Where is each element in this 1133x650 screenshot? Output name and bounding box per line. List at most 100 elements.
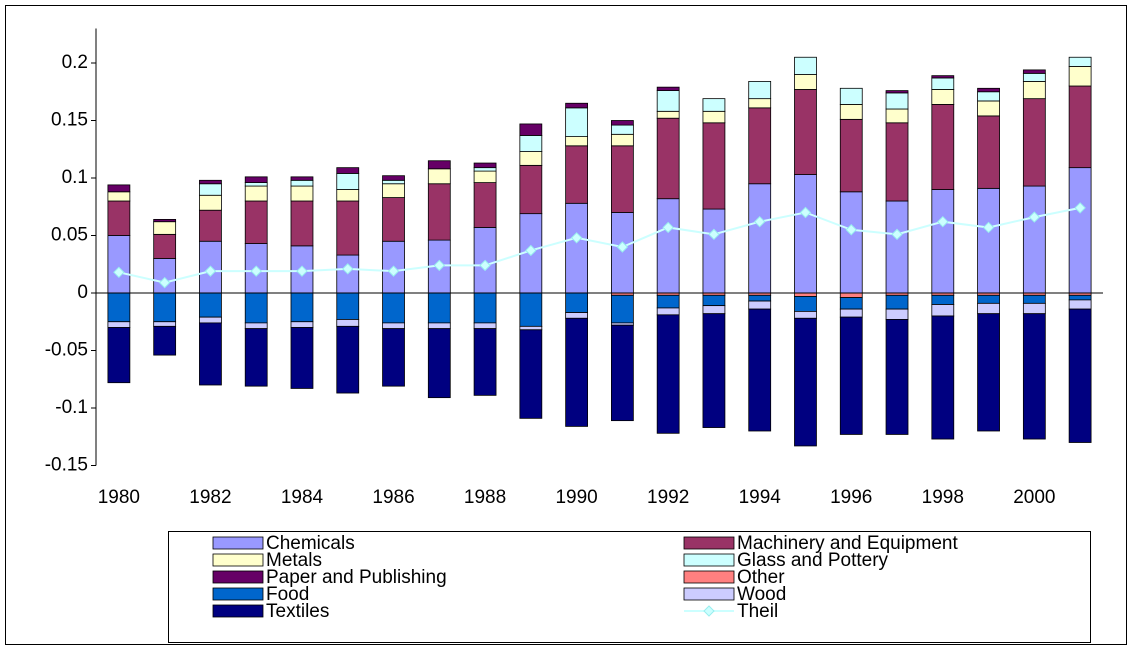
bar-segment [290, 200, 314, 247]
bar-segment [290, 292, 314, 323]
bar-segment [473, 328, 497, 396]
bar-segment [473, 167, 497, 172]
bar-segment [885, 92, 909, 110]
bar-segment [931, 315, 955, 440]
bar-segment [885, 294, 909, 310]
bar-segment [336, 292, 360, 320]
bar-segment [931, 89, 955, 105]
bar-segment [153, 325, 177, 356]
line-marker [662, 221, 674, 234]
legend-label: Metals [266, 550, 322, 571]
line-marker [525, 244, 537, 257]
y-tick-label: 0 [77, 282, 88, 303]
line-marker [158, 276, 171, 289]
bar-segment [519, 292, 543, 327]
bar-segment [611, 324, 634, 422]
bar-segment [290, 327, 314, 389]
x-tick-label: 1992 [647, 487, 689, 508]
bar-segment [107, 184, 131, 193]
bar-segment [611, 294, 634, 324]
bar-segment [519, 151, 543, 166]
bar-segment [702, 305, 726, 315]
bar-segment [885, 122, 909, 202]
bar-segment [839, 191, 863, 294]
bar-segment [290, 176, 314, 181]
line-marker [1028, 211, 1041, 223]
bar-segment [794, 74, 817, 90]
bar-segment [794, 89, 817, 175]
line-marker [387, 265, 400, 277]
bar-segment [1068, 167, 1092, 294]
x-tick-label: 1988 [464, 487, 506, 508]
bar-segment [702, 122, 726, 210]
bar-segment [290, 185, 314, 202]
bar-segment [153, 233, 177, 259]
bar-segment [565, 102, 588, 109]
bar-segment [977, 87, 1000, 93]
bar-segment [931, 104, 955, 190]
bar-segment [519, 325, 543, 331]
bar-segment [382, 197, 405, 242]
bar-segment [794, 174, 817, 294]
bar-segment [107, 327, 131, 384]
x-tick-label: 1980 [98, 487, 140, 508]
bar-segment [977, 91, 1000, 102]
legend-label: Theil [737, 601, 778, 622]
legend-swatch [212, 587, 264, 601]
legend-label: Textiles [266, 601, 329, 622]
bar-segment [336, 167, 360, 174]
line-marker [937, 215, 949, 228]
bar-segment [931, 75, 955, 79]
bar-segment [931, 189, 955, 294]
bar-segment [336, 319, 360, 327]
x-tick-label: 1986 [372, 487, 414, 508]
bar-segment [1022, 302, 1046, 315]
bar-segment [107, 292, 131, 323]
bar-segment [748, 81, 772, 100]
bar-segment [885, 90, 909, 94]
bar-segment [565, 202, 588, 294]
legend-swatch [212, 604, 264, 618]
line-marker [204, 265, 217, 277]
bar-segment [931, 294, 955, 305]
bar-segment [427, 160, 451, 170]
legend-label: Chemicals [266, 533, 355, 554]
bar-segment [656, 86, 680, 92]
bar-segment [1068, 56, 1092, 67]
bar-segment [1022, 98, 1046, 187]
bar-segment [611, 145, 634, 213]
bar-segment [107, 200, 131, 236]
bar-segment [839, 297, 863, 310]
bar-segment [519, 329, 543, 419]
bar-segment [839, 308, 863, 318]
bar-segment [656, 198, 680, 294]
legend-label: Wood [737, 584, 786, 605]
bar-segment [519, 123, 543, 136]
bar-segment [656, 307, 680, 316]
bar-segment [565, 312, 588, 319]
bar-segment [977, 294, 1000, 304]
bar-segment [427, 322, 451, 330]
line-marker [479, 259, 491, 272]
bar-segment [931, 77, 955, 90]
bar-segment [748, 294, 772, 302]
bar-segment [427, 328, 451, 399]
bar-segment [977, 187, 1000, 294]
line-marker [708, 228, 720, 241]
bar-segment [656, 90, 680, 112]
bar-segment [748, 98, 772, 109]
bar-segment [1068, 299, 1092, 310]
bar-segment [1022, 294, 1046, 304]
bar-segment [244, 328, 268, 387]
bar-segment [839, 118, 863, 193]
bar-segment [702, 294, 726, 307]
bar-segment [382, 183, 405, 198]
bar-segment [794, 292, 817, 297]
bar-segment [702, 208, 726, 294]
legend-swatch [683, 587, 735, 601]
bar-segment [1068, 85, 1092, 169]
legend-label: Paper and Publishing [266, 567, 447, 588]
bar-segment [382, 322, 405, 330]
bar-segment [931, 304, 955, 317]
bar-segment [153, 321, 177, 327]
